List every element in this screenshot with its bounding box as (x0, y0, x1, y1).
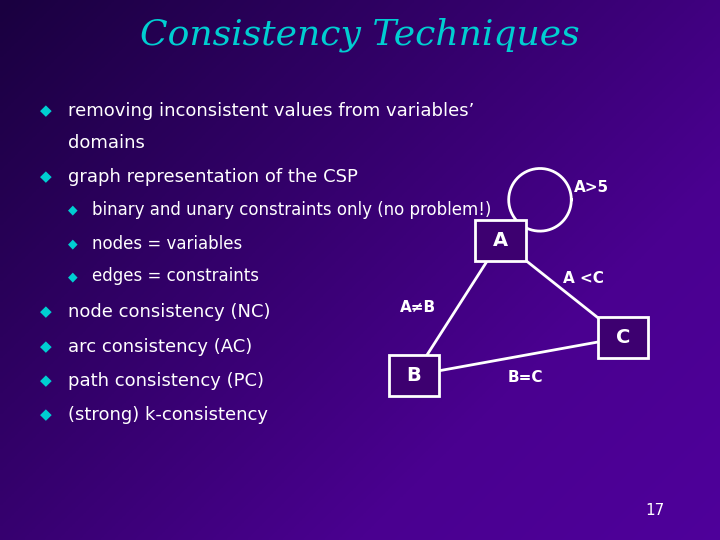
Text: (strong) k-consistency: (strong) k-consistency (68, 406, 269, 424)
Text: B=C: B=C (508, 370, 544, 386)
Text: ◆: ◆ (68, 238, 78, 251)
Text: path consistency (PC): path consistency (PC) (68, 372, 264, 390)
Text: A≠B: A≠B (400, 300, 436, 315)
FancyBboxPatch shape (475, 220, 526, 260)
Text: arc consistency (AC): arc consistency (AC) (68, 338, 253, 356)
Text: domains: domains (68, 134, 145, 152)
Text: B: B (407, 366, 421, 385)
Text: A: A (492, 231, 508, 250)
Text: Consistency Techniques: Consistency Techniques (140, 18, 580, 52)
Text: C: C (616, 328, 630, 347)
FancyBboxPatch shape (598, 317, 648, 357)
Text: ◆: ◆ (40, 339, 51, 354)
Text: ◆: ◆ (40, 103, 51, 118)
Text: edges = constraints: edges = constraints (92, 267, 259, 286)
Text: ◆: ◆ (40, 373, 51, 388)
Text: ◆: ◆ (40, 305, 51, 320)
Text: A>5: A>5 (574, 180, 609, 195)
Text: removing inconsistent values from variables’: removing inconsistent values from variab… (68, 102, 474, 120)
Text: graph representation of the CSP: graph representation of the CSP (68, 168, 359, 186)
Text: ◆: ◆ (40, 170, 51, 185)
Text: nodes = variables: nodes = variables (92, 235, 243, 253)
Text: ◆: ◆ (40, 407, 51, 422)
Text: binary and unary constraints only (no problem!): binary and unary constraints only (no pr… (92, 200, 492, 219)
FancyBboxPatch shape (389, 355, 439, 395)
Text: node consistency (NC): node consistency (NC) (68, 303, 271, 321)
Text: ◆: ◆ (68, 270, 78, 283)
Text: 17: 17 (646, 503, 665, 518)
Text: ◆: ◆ (68, 203, 78, 216)
Text: A <C: A <C (563, 271, 603, 286)
